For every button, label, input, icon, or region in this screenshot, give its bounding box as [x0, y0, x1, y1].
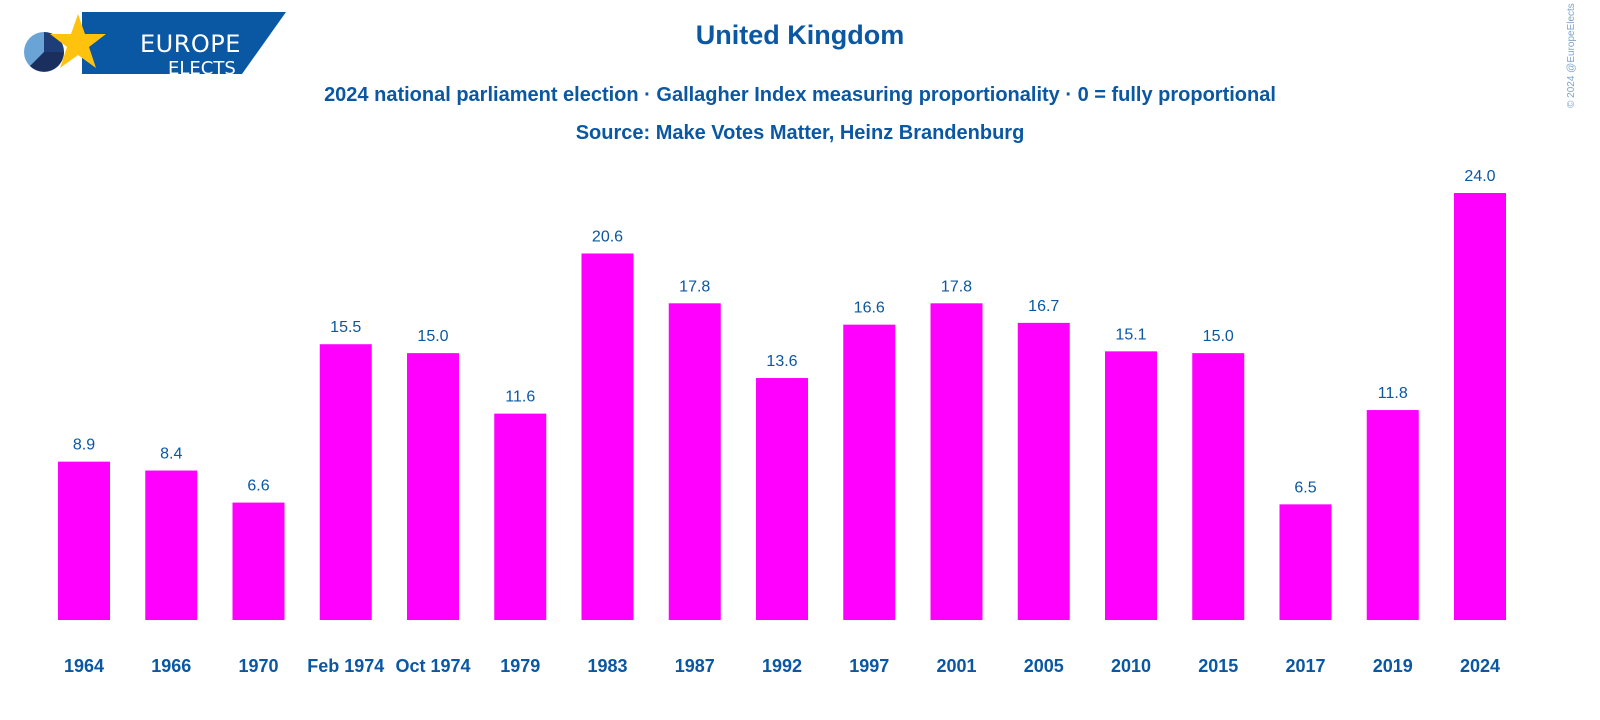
- x-tick-label-2017: 2017: [1285, 656, 1325, 676]
- data-label-2015: 15.0: [1203, 328, 1234, 345]
- chart-title: United Kingdom: [695, 20, 905, 50]
- data-label-1992: 13.6: [766, 353, 797, 370]
- bar-1979: [494, 413, 547, 620]
- data-label-1987: 17.8: [679, 278, 710, 295]
- x-tick-label-2019: 2019: [1373, 656, 1413, 676]
- bar-feb-1974: [319, 344, 372, 620]
- bar-1997: [843, 324, 896, 620]
- europe-elects-logo: EUROPE ELECTS: [22, 12, 292, 79]
- logo-text-elects: ELECTS: [168, 58, 236, 79]
- x-tick-label-1983: 1983: [587, 656, 627, 676]
- x-tick-label-1992: 1992: [762, 656, 802, 676]
- x-tick-label-2010: 2010: [1111, 656, 1151, 676]
- bar-oct-1974: [407, 353, 459, 620]
- data-label-2017: 6.5: [1294, 479, 1316, 496]
- x-tick-label-1987: 1987: [675, 656, 715, 676]
- bar-2010: [1105, 351, 1157, 620]
- x-tick-label-2015: 2015: [1198, 656, 1238, 676]
- x-tick-label-2024: 2024: [1460, 656, 1500, 676]
- data-label-2019: 11.8: [1378, 385, 1408, 402]
- x-tick-label-2005: 2005: [1024, 656, 1064, 676]
- bar-2015: [1192, 353, 1245, 620]
- data-label-1983: 20.6: [592, 228, 623, 245]
- x-tick-label-feb-1974: Feb 1974: [307, 656, 384, 676]
- bar-2001: [930, 303, 983, 620]
- data-label-2024: 24.0: [1464, 168, 1495, 185]
- x-tick-label-oct-1974: Oct 1974: [395, 656, 470, 676]
- data-label-1997: 16.6: [854, 300, 885, 317]
- data-label-1966: 8.4: [160, 446, 182, 463]
- bar-2024: [1454, 193, 1506, 620]
- x-tick-label-1966: 1966: [151, 656, 191, 676]
- x-tick-label-1964: 1964: [64, 656, 104, 676]
- data-label-feb-1974: 15.5: [330, 319, 361, 336]
- data-label-2010: 15.1: [1115, 326, 1146, 343]
- bar-2005: [1017, 322, 1070, 620]
- bar-1970: [232, 502, 285, 620]
- bar-1987: [668, 303, 721, 620]
- data-label-oct-1974: 15.0: [417, 328, 448, 345]
- bar-2019: [1366, 410, 1419, 620]
- x-tick-label-2001: 2001: [936, 656, 976, 676]
- chart-source: Source: Make Votes Matter, Heinz Branden…: [575, 122, 1025, 144]
- data-label-2005: 16.7: [1028, 298, 1059, 315]
- logo-graphic: [24, 12, 286, 74]
- bar-1992: [756, 378, 808, 620]
- bar-1966: [145, 470, 198, 620]
- x-tick-label-1970: 1970: [238, 656, 278, 676]
- data-label-2001: 17.8: [941, 278, 972, 295]
- bar-1964: [58, 461, 110, 620]
- logo-text-europe: EUROPE: [140, 30, 241, 58]
- bar-1983: [581, 253, 634, 620]
- chart-subtitle: 2024 national parliament election · Gall…: [324, 84, 1276, 106]
- x-tick-label-1979: 1979: [500, 656, 540, 676]
- data-label-1979: 11.6: [505, 389, 535, 406]
- bar-2017: [1279, 504, 1332, 620]
- data-label-1964: 8.9: [73, 437, 95, 454]
- data-label-1970: 6.6: [247, 478, 269, 495]
- x-tick-label-1997: 1997: [849, 656, 889, 676]
